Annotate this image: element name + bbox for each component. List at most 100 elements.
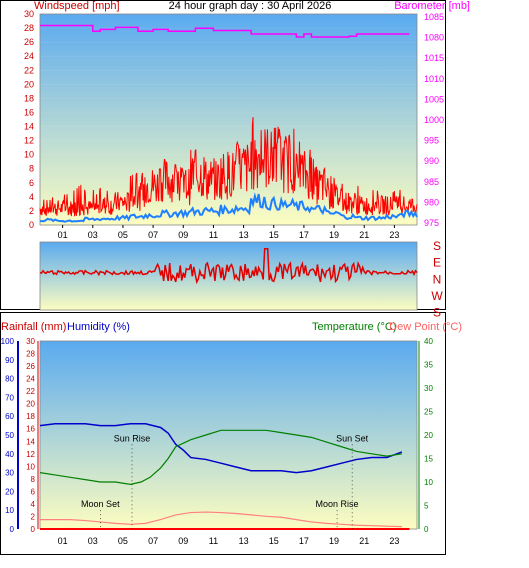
wind-x-tick-label: 01 (58, 230, 68, 240)
humidity-tick-label: 60 (5, 412, 14, 421)
humidity-tick-label: 0 (10, 525, 15, 534)
wind-tick-label: 0 (29, 220, 34, 230)
direction-tick-label: W (431, 289, 443, 303)
rainfall-tick-label: 22 (26, 387, 35, 396)
wind-tick-label: 26 (24, 37, 34, 47)
wind-x-tick-label: 23 (389, 230, 399, 240)
temp-x-tick-label: 11 (209, 536, 218, 546)
wind-tick-label: 16 (24, 107, 34, 117)
wind-tick-label: 4 (29, 192, 34, 202)
wind-plot-area (39, 13, 418, 226)
outer-frame-bottom (0, 312, 446, 555)
wind-tick-label: 12 (24, 136, 34, 146)
barometer-tick-label: 975 (424, 218, 439, 228)
wind-x-tick-label: 03 (88, 230, 98, 240)
temperature-tick-label: 30 (424, 384, 433, 393)
temp-x-tick-label: 21 (359, 536, 369, 546)
barometer-tick-label: 1005 (424, 94, 444, 104)
rainfall-tick-label: 16 (26, 425, 35, 434)
direction-plot-area (39, 241, 418, 311)
wind-tick-label: 6 (29, 178, 34, 188)
chart-annotation: Sun Set (336, 433, 369, 443)
temperature-tick-label: 15 (424, 455, 433, 464)
temperature-line (39, 429, 403, 485)
direction-tick-label: S (433, 239, 441, 253)
wind-x-tick-label: 21 (359, 230, 369, 240)
humidity-tick-label: 10 (5, 506, 14, 515)
humidity-tick-label: 90 (5, 356, 14, 365)
barometer-tick-label: 995 (424, 136, 439, 146)
wind-x-tick-label: 15 (269, 230, 279, 240)
barometer-tick-label: 980 (424, 197, 439, 207)
chart-annotation: Moon Rise (316, 499, 359, 509)
series-layer (39, 24, 418, 530)
wind-tick-label: 20 (24, 79, 34, 89)
rainfall-tick-label: 18 (26, 412, 35, 421)
dewpoint-axis-label: Dew Point (°C) (389, 321, 462, 333)
wind-direction-line (39, 248, 418, 285)
rainfall-tick-label: 28 (26, 350, 35, 359)
chart-annotation: Moon Set (81, 499, 120, 509)
rainfall-tick-label: 30 (26, 337, 35, 346)
windspeed-axis-label: Windspeed [mph] (34, 0, 120, 12)
wind-x-tick-label: 19 (329, 230, 339, 240)
humidity-tick-label: 40 (5, 450, 14, 459)
barometer-tick-label: 1000 (424, 115, 444, 125)
barometer-tick-label: 1085 (424, 12, 444, 22)
wind-tick-label: 28 (24, 23, 34, 33)
temp-x-tick-label: 17 (299, 536, 309, 546)
temp-x-tick-label: 13 (239, 536, 249, 546)
chart-title: 24 hour graph day : 30 April 2026 (169, 0, 332, 12)
temp-x-tick-label: 19 (329, 536, 339, 546)
barometer-tick-label: 1015 (424, 53, 444, 63)
humidity-tick-label: 20 (5, 487, 14, 496)
wind-x-tick-label: 05 (118, 230, 128, 240)
wind-tick-label: 30 (24, 9, 34, 19)
humidity-tick-label: 50 (5, 431, 14, 440)
humidity-tick-label: 80 (5, 375, 14, 384)
rainfall-tick-label: 12 (26, 450, 35, 459)
barometer-tick-label: 990 (424, 156, 439, 166)
humidity-tick-label: 70 (5, 393, 14, 402)
rainfall-tick-label: 4 (31, 500, 36, 509)
wind-tick-label: 14 (24, 122, 34, 132)
temperature-tick-label: 10 (424, 478, 433, 487)
barometer-line (40, 24, 410, 38)
humidity-axis-label: Humidity (%) (67, 321, 130, 333)
barometer-tick-label: 985 (424, 177, 439, 187)
rainfall-tick-label: 26 (26, 362, 35, 371)
temp-x-tick-label: 15 (269, 536, 279, 546)
wind-tick-label: 8 (29, 164, 34, 174)
temp-x-tick-label: 03 (88, 536, 98, 546)
temperature-tick-label: 25 (424, 408, 433, 417)
temperature-tick-label: 40 (424, 337, 433, 346)
temperature-tick-label: 20 (424, 431, 433, 440)
rainfall-tick-label: 6 (31, 487, 36, 496)
temp-x-tick-label: 05 (118, 536, 128, 546)
rainfall-tick-label: 14 (26, 437, 35, 446)
rainfall-tick-label: 2 (31, 512, 36, 521)
temp-x-tick-label: 07 (148, 536, 158, 546)
humidity-line (39, 422, 403, 474)
wind-tick-label: 2 (29, 206, 34, 216)
grid-layer (17, 27, 420, 529)
temperature-tick-label: 35 (424, 361, 433, 370)
temp-x-tick-label: 01 (58, 536, 68, 546)
rainfall-tick-label: 20 (26, 400, 35, 409)
wind-x-tick-label: 09 (178, 230, 188, 240)
wind-tick-label: 24 (24, 51, 34, 61)
rainfall-axis-label: Rainfall (mm) (1, 321, 66, 333)
temperature-tick-label: 0 (424, 525, 429, 534)
direction-tick-label: E (433, 256, 441, 270)
wind-tick-label: 22 (24, 65, 34, 75)
temp-x-tick-label: 09 (178, 536, 188, 546)
wind-x-tick-label: 11 (209, 230, 218, 240)
barometer-tick-label: 1010 (424, 74, 444, 84)
dew-point-line (40, 511, 402, 528)
annotation-layer: Sun Rise Sun Set Moon Set Moon Rise (81, 433, 369, 529)
temp-plot-area (39, 340, 418, 530)
rainfall-tick-label: 8 (31, 475, 36, 484)
temperature-axis-label: Temperature (°C) (312, 321, 396, 333)
